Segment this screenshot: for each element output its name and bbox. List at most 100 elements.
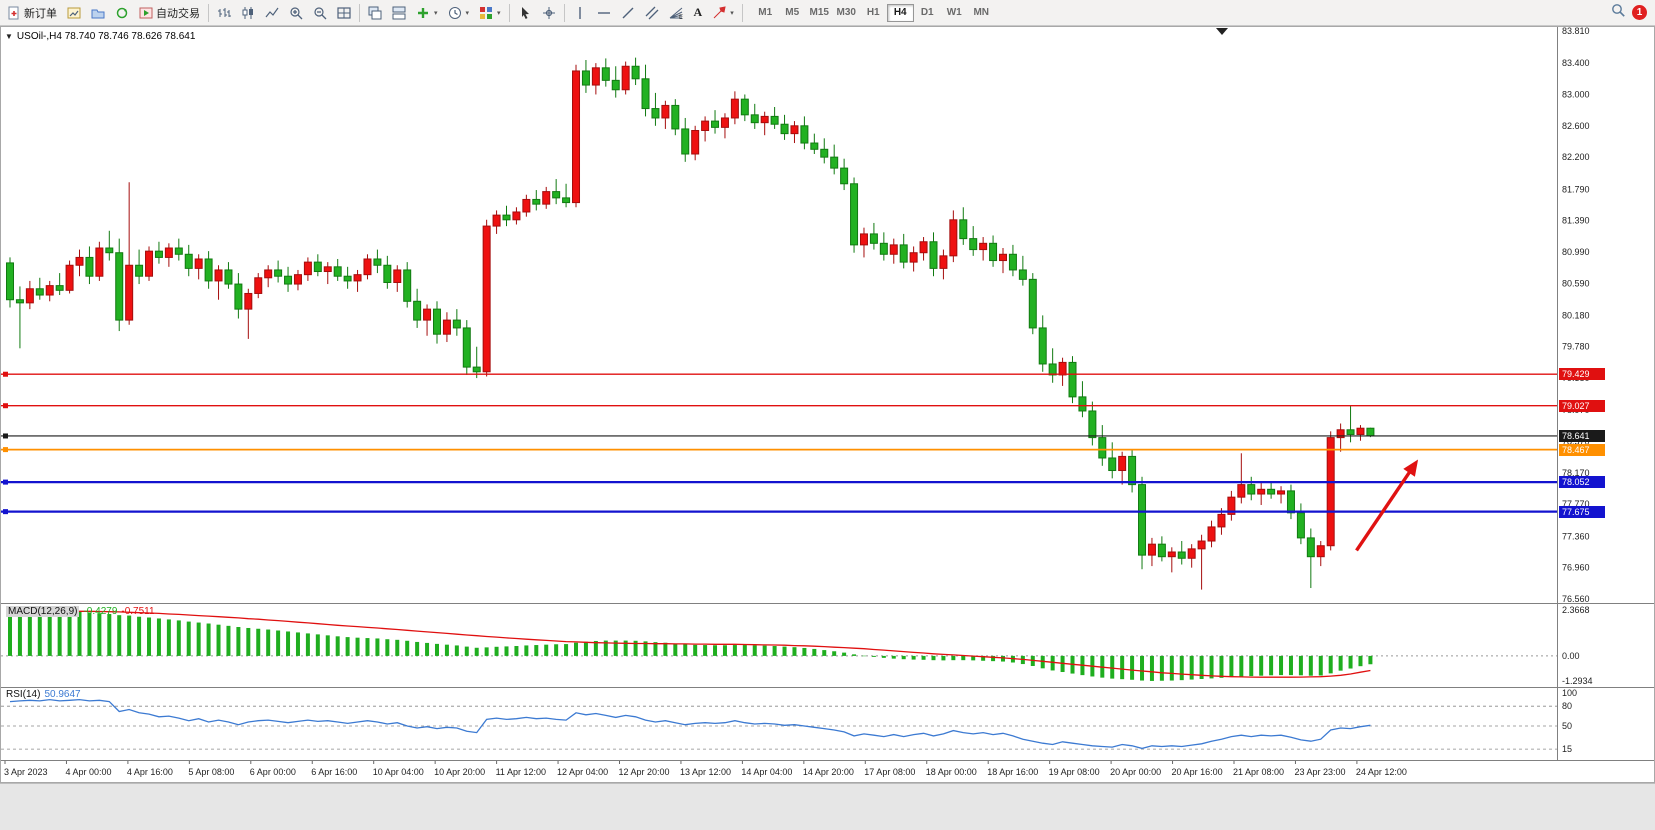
tile-horizontal-button[interactable] (387, 2, 411, 24)
candle (413, 288, 422, 328)
hline-handle[interactable] (3, 433, 8, 439)
auto-trading-button[interactable]: 自动交易 (134, 2, 205, 24)
timeframe-m5-button[interactable]: M5 (779, 4, 806, 22)
candle (750, 103, 759, 129)
macd-histogram-bar (355, 637, 360, 656)
price-axis[interactable] (1558, 26, 1655, 760)
candle (691, 125, 700, 161)
fibonacci-button[interactable]: E (664, 2, 689, 24)
macd-histogram-bar (971, 655, 976, 661)
text-button[interactable]: A (689, 2, 708, 24)
crosshair-button[interactable] (537, 2, 561, 24)
macd-histogram-bar (713, 645, 718, 656)
cascade-windows-button[interactable] (363, 2, 387, 24)
timeframe-m1-button[interactable]: M1 (752, 4, 779, 22)
macd-histogram-bar (921, 655, 926, 660)
trendline-button[interactable] (616, 2, 640, 24)
line-chart-icon (265, 6, 279, 20)
candle (532, 190, 541, 211)
candle (859, 227, 868, 258)
new-chart-icon (67, 6, 81, 20)
timeframe-m30-button[interactable]: M30 (833, 4, 860, 22)
candle (353, 269, 362, 292)
bar-chart-button[interactable] (212, 2, 236, 24)
time-axis-label: 11 Apr 12:00 (496, 767, 546, 777)
candle (323, 262, 332, 285)
zoom-out-button[interactable] (308, 2, 332, 24)
time-axis[interactable] (0, 761, 1557, 783)
macd-histogram-bar (196, 622, 201, 656)
timeframe-d1-button[interactable]: D1 (914, 4, 941, 22)
price-label-79-027: 79.027 (1559, 399, 1605, 412)
timeframe-h4-button[interactable]: H4 (886, 3, 914, 22)
rsi-axis-label: 80 (1562, 701, 1572, 711)
price-axis-label: 83.810 (1562, 26, 1590, 36)
timeframe-m15-button[interactable]: M15 (806, 4, 833, 22)
profiles-button[interactable] (86, 2, 110, 24)
timeframe-h1-button[interactable]: H1 (860, 4, 887, 22)
vertical-line-button[interactable] (568, 2, 592, 24)
macd-histogram-bar (425, 642, 430, 656)
hline-handle[interactable] (3, 479, 8, 485)
search-icon[interactable] (1611, 3, 1626, 23)
hline-handle[interactable] (3, 509, 8, 515)
timeframe-w1-button[interactable]: W1 (941, 4, 968, 22)
indicators-button[interactable]: ▾ (411, 2, 443, 24)
candle (711, 110, 720, 134)
candle (115, 238, 124, 332)
candle (1048, 348, 1057, 383)
candlestick-chart-button[interactable] (236, 2, 260, 24)
new-order-button[interactable]: 新订单 (2, 2, 62, 24)
candle (75, 249, 84, 277)
auto-trading-label: 自动交易 (156, 7, 200, 20)
macd-histogram-bar (186, 621, 191, 656)
crosshair-icon (542, 6, 556, 20)
candle (929, 232, 938, 277)
rsi-axis-label: 50 (1562, 721, 1572, 731)
timeframe-toolbar: M1 M5 M15 M30 H1 H4 D1 W1 MN (752, 3, 995, 22)
time-axis-label: 6 Apr 16:00 (311, 767, 357, 777)
line-chart-button[interactable] (260, 2, 284, 24)
grid-icon (337, 6, 351, 20)
macd-histogram-bar (931, 655, 936, 661)
candle (572, 64, 581, 208)
macd-histogram-bar (375, 638, 380, 656)
cursor-button[interactable] (513, 2, 537, 24)
macd-signal-line (9, 610, 1371, 678)
candle (1187, 544, 1196, 568)
macd-histogram-bar (1130, 655, 1135, 680)
hline-handle[interactable] (3, 371, 8, 377)
hline-handle[interactable] (3, 447, 8, 453)
new-order-label: 新订单 (24, 7, 57, 20)
chart-canvas[interactable]: 83.810 83.400 83.000 82.600 82.200 81.790 81.3… (0, 26, 1655, 783)
macd-histogram-bar (1308, 655, 1313, 676)
macd-histogram-bar (822, 650, 827, 656)
timeframe-mn-button[interactable]: MN (968, 4, 995, 22)
horizontal-line-button[interactable] (592, 2, 616, 24)
candle (889, 238, 898, 264)
channel-button[interactable] (640, 2, 664, 24)
new-chart-button[interactable] (62, 2, 86, 24)
hline-handle[interactable] (3, 403, 8, 409)
templates-button[interactable]: ▾ (474, 2, 506, 24)
candle (423, 304, 432, 336)
market-watch-button[interactable] (110, 2, 134, 24)
candle (869, 222, 878, 250)
periods-button[interactable]: ▾ (443, 2, 475, 24)
zoom-in-icon (289, 6, 303, 20)
candle (1038, 315, 1047, 372)
macd-histogram-bar (693, 644, 698, 656)
candle (949, 210, 958, 263)
trendline-icon (621, 6, 635, 20)
candle (1326, 431, 1335, 551)
arrows-button[interactable]: ▾ (707, 2, 739, 24)
chart-shift-marker[interactable] (1216, 28, 1228, 35)
trend-arrow-annotation[interactable] (1355, 459, 1419, 552)
notification-badge[interactable]: 1 (1632, 5, 1647, 20)
tile-windows-button[interactable] (332, 2, 356, 24)
macd-histogram-bar (782, 646, 787, 656)
candle (1356, 425, 1365, 441)
chart-menu-arrow-icon[interactable]: ▼ (5, 32, 13, 41)
fibonacci-icon: E (669, 6, 684, 20)
zoom-in-button[interactable] (284, 2, 308, 24)
